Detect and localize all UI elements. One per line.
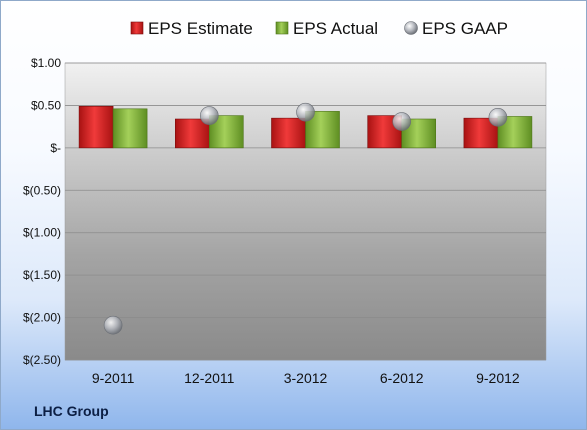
x-category-label: 12-2011 [184,370,235,386]
x-category-label: 9-2012 [476,370,520,386]
gaap-points [103,102,508,335]
eps-actual-bar [305,111,340,149]
y-tick-label: $- [50,141,61,155]
eps-gaap-point [392,112,412,131]
eps-actual-bar [112,108,148,149]
legend-eps-gaap-swatch [404,21,418,35]
x-category-label: 6-2012 [380,370,424,386]
x-category-label: 9-2011 [92,370,135,386]
y-tick-label: $0.50 [31,98,61,112]
grid-lines [65,62,546,361]
legend-eps-actual-label: EPS Actual [293,19,378,38]
legend-eps-actual-swatch [275,21,289,35]
y-tick-label: $(0.50) [23,183,61,197]
y-tick-label: $(2.50) [23,353,61,367]
y-tick-label: $(2.00) [23,311,61,325]
legend-eps-estimate-swatch [130,21,144,35]
company-label: LHC Group [34,403,109,419]
x-axis: 9-2011 12-2011 3-2012 6-2012 9-2012 [92,370,520,386]
legend-eps-gaap-label: EPS GAAP [422,19,508,38]
bar-series [78,105,533,149]
x-category-label: 3-2012 [284,370,328,386]
eps-gaap-point [103,315,123,335]
y-tick-label: $(1.00) [23,226,61,240]
eps-gaap-point [488,108,508,127]
legend-eps-estimate-label: EPS Estimate [148,19,253,38]
eps-gaap-point [296,102,315,122]
eps-gaap-point [200,106,219,125]
y-tick-label: $1.00 [31,56,61,70]
legend: EPS Estimate EPS Actual EPS GAAP [130,19,508,38]
eps-estimate-bar [78,105,114,149]
y-tick-label: $(1.50) [23,268,61,282]
y-axis: $1.00 $0.50 $- $(0.50) $(1.00) $(1.50) $(2.00)… [23,56,61,367]
eps-estimate-bar [271,117,306,149]
